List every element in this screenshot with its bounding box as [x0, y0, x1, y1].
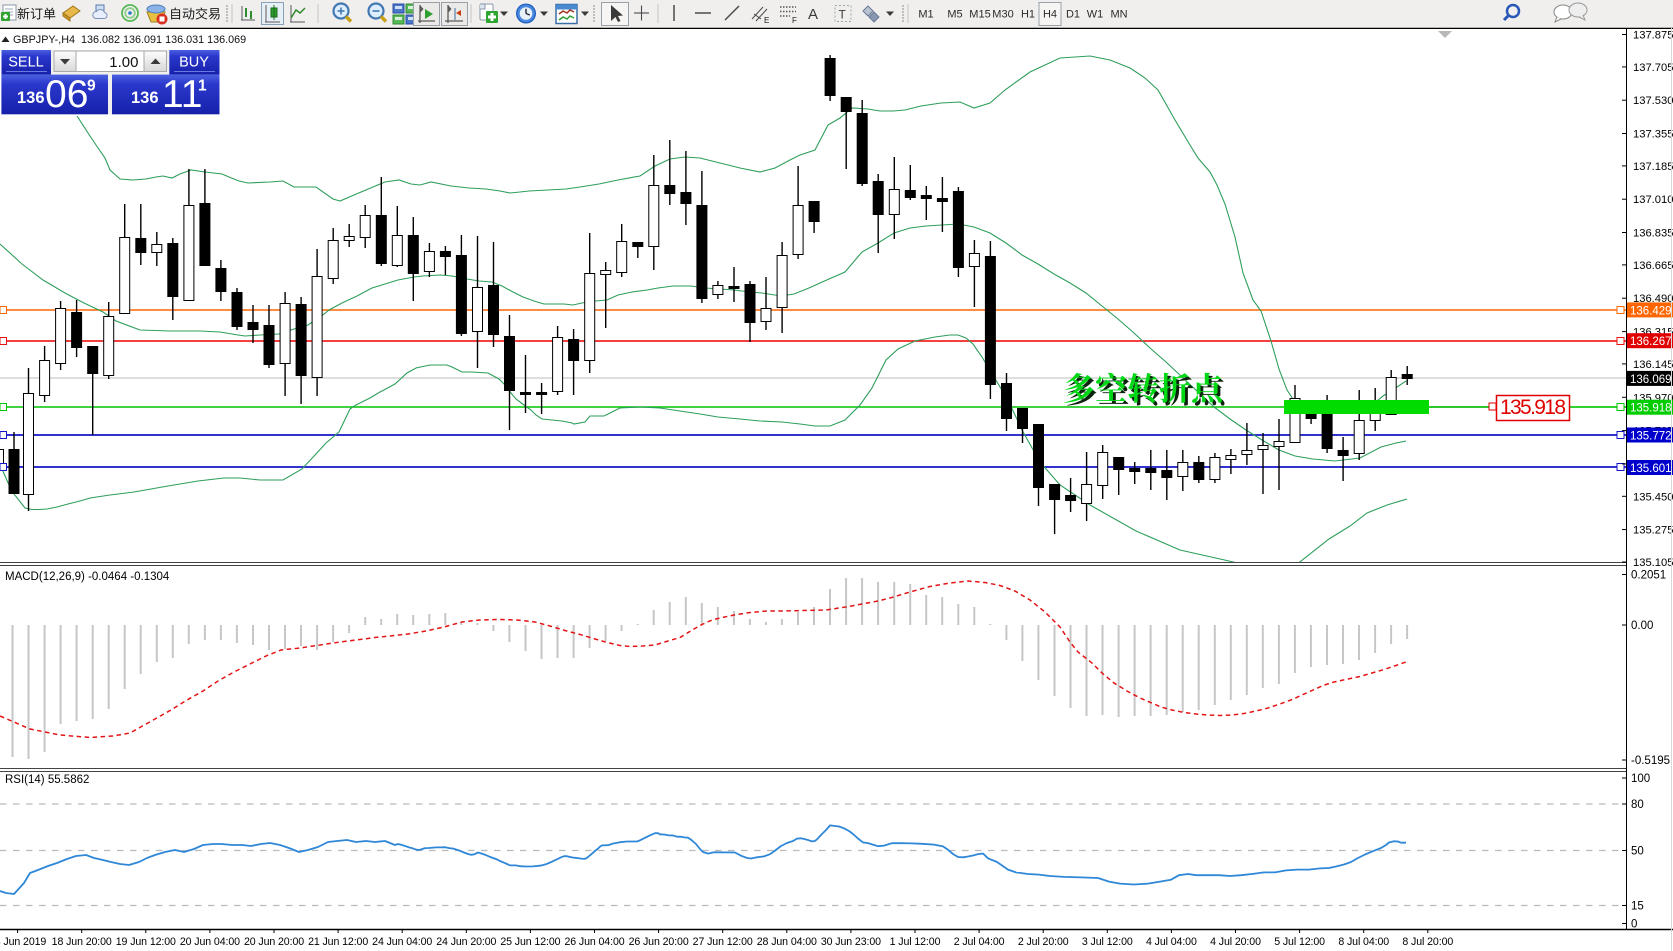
- svg-text:136.429: 136.429: [1630, 305, 1672, 317]
- svg-text:80: 80: [1631, 799, 1644, 811]
- svg-text:1 Jul 12:00: 1 Jul 12:00: [890, 936, 941, 948]
- svg-text:8 Jul 20:00: 8 Jul 20:00: [1402, 936, 1453, 948]
- svg-text:06: 06: [45, 73, 88, 116]
- svg-text:2 Jul 20:00: 2 Jul 20:00: [1018, 936, 1069, 948]
- svg-text:T: T: [839, 8, 847, 22]
- svg-text:1.00: 1.00: [109, 54, 138, 71]
- svg-text:135.772: 135.772: [1630, 431, 1672, 443]
- svg-text:9: 9: [87, 78, 96, 95]
- svg-text:28 Jun 04:00: 28 Jun 04:00: [757, 936, 817, 948]
- svg-text:137.185: 137.185: [1633, 161, 1673, 173]
- svg-text:24 Jun 20:00: 24 Jun 20:00: [436, 936, 496, 948]
- svg-text:0: 0: [1631, 919, 1637, 931]
- svg-text:137.530: 137.530: [1633, 95, 1673, 107]
- svg-text:26 Jun 20:00: 26 Jun 20:00: [629, 936, 689, 948]
- svg-text:15: 15: [1631, 901, 1644, 913]
- svg-text:1: 1: [198, 78, 207, 95]
- svg-text:26 Jun 04:00: 26 Jun 04:00: [564, 936, 624, 948]
- svg-text:137.875: 137.875: [1633, 30, 1673, 42]
- svg-text:A: A: [808, 6, 818, 23]
- svg-text:136.835: 136.835: [1633, 228, 1673, 240]
- svg-text:MN: MN: [1110, 9, 1127, 21]
- svg-text:136: 136: [131, 89, 159, 107]
- svg-text:24 Jun 04:00: 24 Jun 04:00: [372, 936, 432, 948]
- svg-text:SELL: SELL: [8, 55, 43, 71]
- svg-text:M30: M30: [992, 9, 1013, 21]
- svg-text:18 Jun 2019: 18 Jun 2019: [0, 936, 46, 948]
- svg-text:F: F: [792, 16, 797, 25]
- svg-text:21 Jun 12:00: 21 Jun 12:00: [308, 936, 368, 948]
- svg-text:M1: M1: [918, 9, 933, 21]
- svg-text:W1: W1: [1087, 9, 1104, 21]
- svg-text:136.069: 136.069: [1630, 374, 1672, 386]
- svg-text:19 Jun 12:00: 19 Jun 12:00: [116, 936, 176, 948]
- svg-text:GBPJPY-,H4 136.082 136.091 13: GBPJPY-,H4 136.082 136.091 136.031 136.0…: [13, 34, 246, 46]
- svg-text:135.601: 135.601: [1630, 463, 1672, 475]
- svg-text:137.355: 137.355: [1633, 129, 1673, 141]
- svg-text:4 Jul 04:00: 4 Jul 04:00: [1146, 936, 1197, 948]
- svg-text:D1: D1: [1066, 9, 1080, 21]
- svg-text:8 Jul 04:00: 8 Jul 04:00: [1338, 936, 1389, 948]
- svg-text:5 Jul 12:00: 5 Jul 12:00: [1274, 936, 1325, 948]
- svg-text:30 Jun 23:00: 30 Jun 23:00: [821, 936, 881, 948]
- svg-text:2 Jul 04:00: 2 Jul 04:00: [954, 936, 1005, 948]
- svg-text:H4: H4: [1043, 9, 1057, 21]
- svg-text:11: 11: [162, 73, 203, 116]
- svg-text:135.450: 135.450: [1633, 491, 1673, 503]
- svg-text:135.275: 135.275: [1633, 525, 1673, 537]
- svg-text:E: E: [764, 16, 769, 25]
- svg-text:3 Jul 12:00: 3 Jul 12:00: [1082, 936, 1133, 948]
- svg-text:137.705: 137.705: [1633, 62, 1673, 74]
- svg-text:0.00: 0.00: [1631, 620, 1653, 632]
- svg-text:136.267: 136.267: [1630, 336, 1672, 348]
- svg-text:-0.5195: -0.5195: [1631, 755, 1670, 767]
- svg-text:0.2051: 0.2051: [1631, 570, 1666, 582]
- svg-text:137.010: 137.010: [1633, 194, 1673, 206]
- svg-text:20 Jun 20:00: 20 Jun 20:00: [244, 936, 304, 948]
- svg-text:4 Jul 20:00: 4 Jul 20:00: [1210, 936, 1261, 948]
- svg-text:M15: M15: [969, 9, 990, 21]
- svg-text:BUY: BUY: [179, 55, 209, 71]
- svg-text:RSI(14) 55.5862: RSI(14) 55.5862: [5, 774, 89, 786]
- svg-text:27 Jun 12:00: 27 Jun 12:00: [693, 936, 753, 948]
- svg-text:M5: M5: [947, 9, 962, 21]
- svg-text:MACD(12,26,9) -0.0464 -0.1304: MACD(12,26,9) -0.0464 -0.1304: [5, 571, 170, 583]
- svg-text:135.918: 135.918: [1630, 403, 1672, 415]
- svg-text:18 Jun 20:00: 18 Jun 20:00: [52, 936, 112, 948]
- svg-text:136.665: 136.665: [1633, 260, 1673, 272]
- svg-text:50: 50: [1631, 846, 1644, 858]
- svg-text:100: 100: [1631, 773, 1650, 785]
- svg-text:136: 136: [17, 89, 45, 107]
- svg-text:20 Jun 04:00: 20 Jun 04:00: [180, 936, 240, 948]
- svg-text:25 Jun 12:00: 25 Jun 12:00: [500, 936, 560, 948]
- svg-text:136.490: 136.490: [1633, 293, 1673, 305]
- svg-text:136.145: 136.145: [1633, 359, 1673, 371]
- svg-text:135.105: 135.105: [1633, 557, 1673, 569]
- svg-text:H1: H1: [1021, 9, 1035, 21]
- svg-text:135.918: 135.918: [1500, 396, 1566, 419]
